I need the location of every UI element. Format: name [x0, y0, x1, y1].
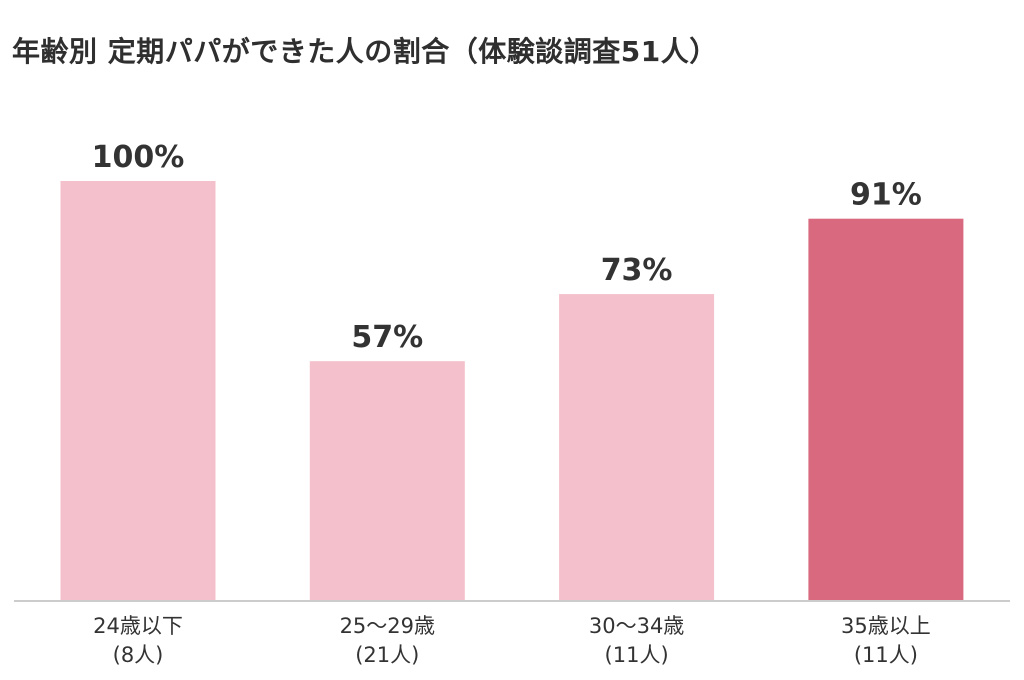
category-count-label-4: (11人)	[854, 643, 918, 667]
chart-title: 年齢別 定期パパができた人の割合（体験談調査51人）	[12, 35, 718, 68]
category-label-3: 30〜34歳	[589, 614, 684, 638]
bars-layer	[60, 181, 964, 600]
category-label-4: 35歳以上	[841, 614, 931, 638]
category-label-2: 25〜29歳	[340, 614, 435, 638]
category-count-label-1: (8人)	[113, 643, 164, 667]
bar-1	[60, 181, 216, 600]
bar-2	[309, 361, 465, 600]
value-label-1: 100%	[92, 140, 185, 175]
value-label-2: 57%	[351, 320, 423, 355]
labels-layer: 100% 24歳以下 (8人) 57% 25〜29歳 (21人) 73% 30〜34歳 (11人…	[92, 140, 931, 667]
bar-4	[808, 218, 964, 600]
category-count-label-3: (11人)	[605, 643, 669, 667]
category-label-1: 24歳以下	[93, 614, 183, 638]
value-label-3: 73%	[601, 253, 673, 288]
bar-3	[559, 294, 715, 600]
category-count-label-2: (21人)	[355, 643, 419, 667]
value-label-4: 91%	[850, 178, 922, 213]
